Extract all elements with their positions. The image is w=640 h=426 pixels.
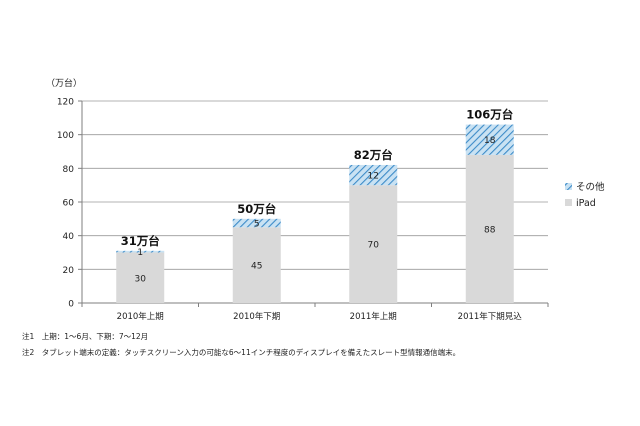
y-tick-label: 20 xyxy=(63,266,75,276)
y-tick-label: 100 xyxy=(57,131,74,141)
bar-segment-other xyxy=(465,124,514,155)
bar-segment-ipad xyxy=(349,185,398,303)
y-tick-label: 60 xyxy=(63,199,75,209)
segment-value-label: 30 xyxy=(135,274,147,284)
segment-value-label: 70 xyxy=(368,241,380,251)
legend-label: iPad xyxy=(576,198,596,209)
bar-segment-other xyxy=(232,218,281,228)
stacked-bar-chart: 0 20 40 60 80 100 120 2010年上期 2010年下期 2011年上期 2011… xyxy=(46,77,605,322)
legend: その他 iPad xyxy=(565,181,605,209)
y-axis-unit-label: （万台） xyxy=(46,77,82,89)
bar-total-label: 50万台 xyxy=(237,202,276,216)
segment-value-label: 18 xyxy=(484,136,496,146)
bar-total-label: 106万台 xyxy=(466,108,513,122)
legend-label: その他 xyxy=(576,181,605,193)
y-tick-label: 80 xyxy=(63,165,75,175)
y-tick-label: 40 xyxy=(63,232,75,242)
footnote-2: 注2 タブレット端末の定義：タッチスクリーン入力の可能な6～11インチ程度のディ… xyxy=(22,348,461,357)
x-category-label: 2011年上期 xyxy=(350,311,397,322)
bar-total-label: 31万台 xyxy=(121,234,160,248)
segment-value-label: 45 xyxy=(251,262,262,272)
x-category-label: 2010年上期 xyxy=(117,311,164,322)
bar-segment-ipad xyxy=(116,252,165,303)
legend-swatch xyxy=(565,183,572,190)
bar-segment-ipad xyxy=(465,154,514,303)
x-category-label: 2011年下期見込 xyxy=(458,311,523,322)
bar-segment-other xyxy=(349,164,398,186)
y-tick-label: 0 xyxy=(68,300,74,310)
bar-segment-ipad xyxy=(232,227,281,303)
legend-swatch xyxy=(565,199,572,206)
bars xyxy=(116,124,514,303)
bar-segment-other xyxy=(116,250,165,253)
x-category-label: 2010年下期 xyxy=(233,311,280,322)
bar-total-label: 82万台 xyxy=(354,148,393,162)
segment-value-label: 12 xyxy=(368,172,379,182)
segment-value-label: 5 xyxy=(254,220,260,230)
y-tick-label: 120 xyxy=(57,98,74,108)
segment-value-label: 88 xyxy=(484,225,496,235)
segment-value-label: 1 xyxy=(137,248,143,258)
footnote-1: 注1 上期：1～6月、下期：7～12月 xyxy=(22,332,149,341)
